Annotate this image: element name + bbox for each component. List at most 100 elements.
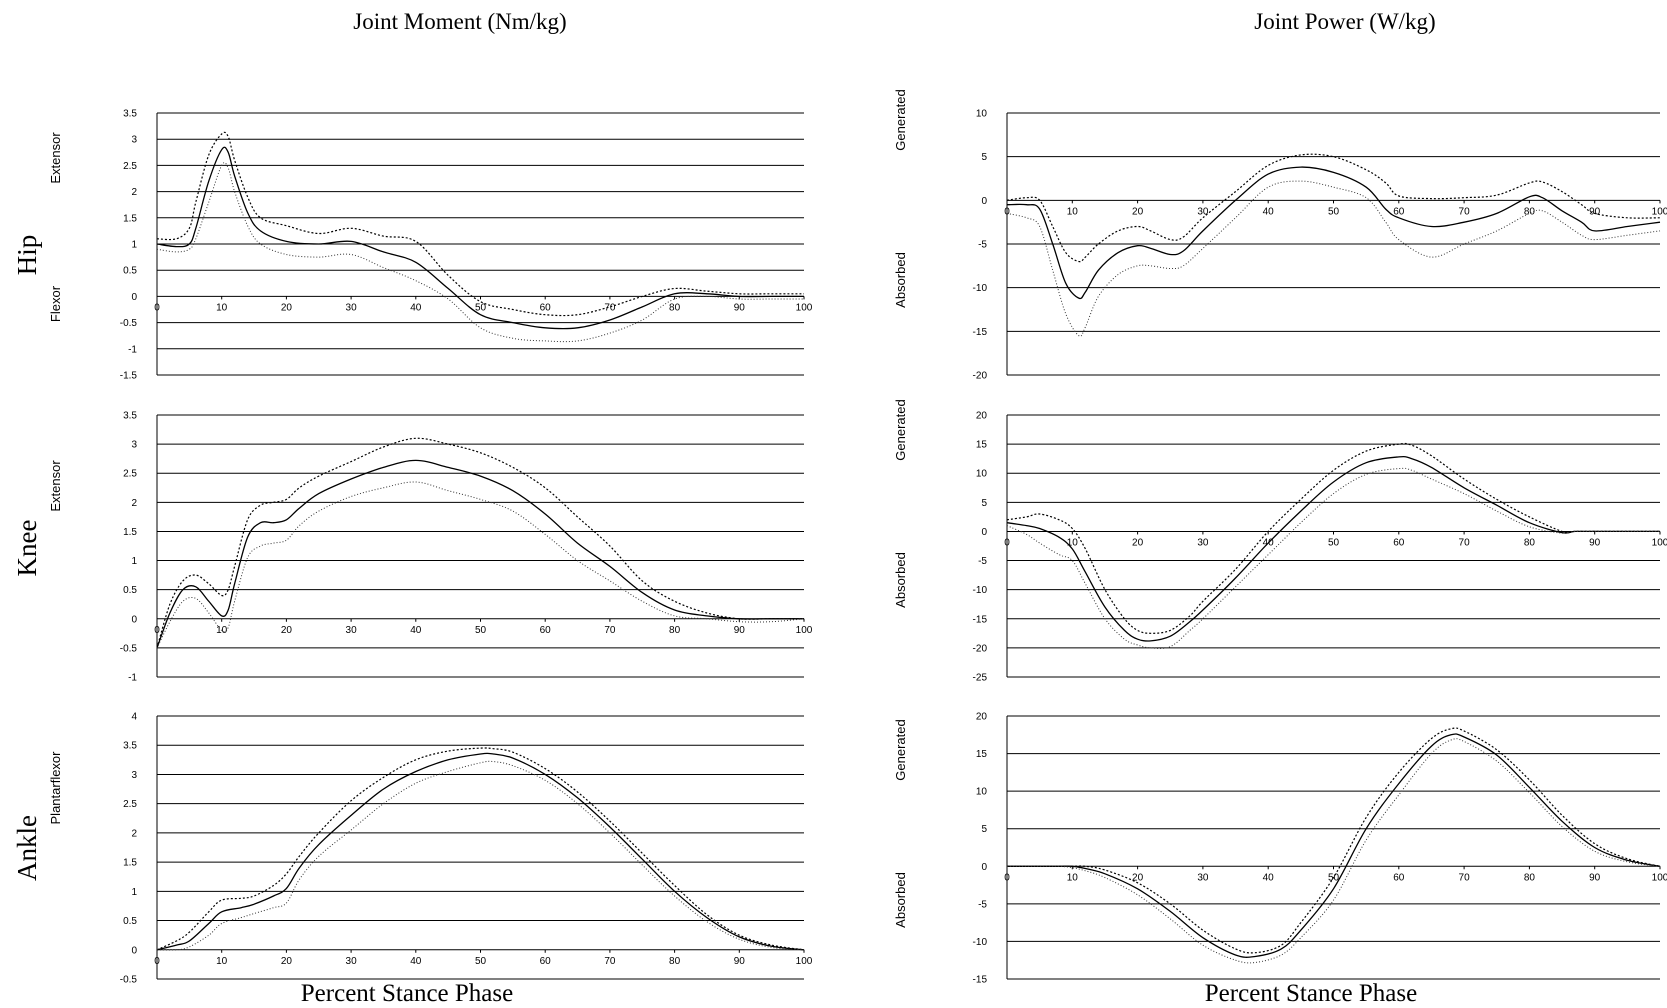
power-column-title: Joint Power (W/kg) xyxy=(1254,9,1435,34)
x-tick-label: 90 xyxy=(1589,872,1601,883)
y-tick-label: 1 xyxy=(131,887,137,898)
y-tick-label: 20 xyxy=(976,411,988,422)
lower-direction-label: Absorbed xyxy=(893,552,908,608)
x-tick-label: 20 xyxy=(281,302,293,313)
x-tick-label: 80 xyxy=(1524,537,1536,548)
y-tick-label: 2 xyxy=(131,498,137,509)
y-tick-label: -0.5 xyxy=(120,318,138,329)
x-tick-label: 80 xyxy=(1524,206,1536,217)
y-tick-label: -15 xyxy=(973,614,988,625)
x-tick-label: 50 xyxy=(1328,206,1340,217)
y-tick-label: -20 xyxy=(973,643,988,654)
x-tick-label: 10 xyxy=(1067,537,1079,548)
y-tick-label: 10 xyxy=(976,787,988,798)
x-tick-label: 10 xyxy=(1067,206,1079,217)
y-tick-label: 10 xyxy=(976,109,988,120)
x-tick-label: 40 xyxy=(410,956,422,967)
y-tick-label: 15 xyxy=(976,440,988,451)
x-tick-label: 20 xyxy=(1132,872,1144,883)
chart-panels: 3.532.521.510.50-0.5-1-1.50 10 20 30 40 50 60 7… xyxy=(48,89,1667,985)
power-x-axis-label: Percent Stance Phase xyxy=(1205,980,1417,1007)
y-tick-label: 2 xyxy=(131,187,137,198)
upper-direction-label: Generated xyxy=(893,399,908,460)
moment-x-axis-label: Percent Stance Phase xyxy=(301,980,513,1007)
x-tick-label: 10 xyxy=(216,302,228,313)
y-tick-label: -20 xyxy=(973,371,988,382)
upper-band-line xyxy=(156,131,804,317)
x-tick-label: 0 xyxy=(154,302,160,313)
y-tick-label: 0 xyxy=(131,614,137,625)
y-tick-label: -15 xyxy=(973,327,988,338)
mean-line xyxy=(1006,166,1661,300)
y-tick-label: -5 xyxy=(978,240,987,251)
x-tick-label: 30 xyxy=(346,625,358,636)
y-tick-label: 2.5 xyxy=(123,469,137,480)
x-tick-label: 60 xyxy=(1393,206,1405,217)
lower-band-line xyxy=(156,162,804,343)
x-tick-label: 30 xyxy=(346,302,358,313)
x-tick-label: 90 xyxy=(1589,537,1601,548)
ankle-moment-chart: 4 3.5 3 2.5 2 1.5 1 0.5 0 -0.5 0 10 20 30 40 50 60 70 80 90… xyxy=(48,712,813,986)
x-tick-label: 60 xyxy=(1393,537,1405,548)
x-tick-label: 70 xyxy=(604,302,616,313)
y-tick-label: 5 xyxy=(981,824,987,835)
y-tick-label: 15 xyxy=(976,749,988,760)
y-tick-label: -15 xyxy=(973,975,988,986)
lower-direction-label: Absorbed xyxy=(893,872,908,928)
x-tick-label: 0 xyxy=(1004,206,1010,217)
mean-line xyxy=(156,459,804,649)
x-tick-label: 100 xyxy=(796,302,813,313)
y-tick-label: 0 xyxy=(131,945,137,956)
y-tick-label: -1.5 xyxy=(120,371,138,382)
joint-label-hip: Hip xyxy=(12,235,42,276)
x-tick-label: 0 xyxy=(154,956,160,967)
upper-direction-label: Extensor xyxy=(48,460,63,512)
x-tick-label: 20 xyxy=(1132,537,1144,548)
y-tick-label: 4 xyxy=(131,712,137,723)
y-tick-label: -25 xyxy=(973,673,988,684)
y-tick-label: 2.5 xyxy=(123,799,137,810)
y-tick-label: 5 xyxy=(981,152,987,163)
y-tick-label: 20 xyxy=(976,712,988,723)
y-tick-label: -5 xyxy=(978,899,987,910)
y-tick-label: 5 xyxy=(981,498,987,509)
lower-band-line xyxy=(156,760,805,951)
x-tick-label: 100 xyxy=(1652,206,1667,217)
upper-band-line xyxy=(1006,153,1661,263)
y-tick-label: 2.5 xyxy=(123,161,137,172)
y-tick-label: 2 xyxy=(131,828,137,839)
x-tick-label: 80 xyxy=(669,625,681,636)
upper-band-line xyxy=(156,747,805,951)
lower-direction-label: Absorbed xyxy=(893,252,908,308)
x-tick-label: 50 xyxy=(475,625,487,636)
y-tick-label: 3 xyxy=(131,135,137,146)
mean-line xyxy=(1007,733,1661,958)
x-tick-label: 90 xyxy=(734,625,746,636)
hip-moment-chart: 3.5 3 2.5 2 1.5 1 0.5 0 -0.5 -1 -1.5 0 10 20 30 40 50 60 7… xyxy=(48,109,813,382)
x-tick-label: 30 xyxy=(346,956,358,967)
y-tick-label: 1 xyxy=(131,556,137,567)
x-tick-label: 100 xyxy=(1652,537,1667,548)
upper-band-line xyxy=(1007,727,1661,954)
y-tick-label: 0 xyxy=(981,862,987,873)
y-tick-label: -0.5 xyxy=(120,975,138,986)
y-tick-label: -1 xyxy=(128,673,137,684)
x-tick-label: 20 xyxy=(1132,206,1144,217)
y-tick-label: -5 xyxy=(978,556,987,567)
x-tick-label: 80 xyxy=(669,956,681,967)
mean-line xyxy=(1006,455,1660,642)
x-tick-label: 50 xyxy=(1328,537,1340,548)
knee-moment-chart: 3.532.521.510.50-0.5-10 10 20 30 40 50 60 70 80 9… xyxy=(48,411,813,684)
x-tick-label: 40 xyxy=(1263,206,1275,217)
y-tick-label: 10 xyxy=(976,469,988,480)
y-tick-label: 0.5 xyxy=(123,916,137,927)
upper-direction-label: Generated xyxy=(893,89,908,150)
y-tick-label: -10 xyxy=(973,937,988,948)
upper-band-line xyxy=(156,437,804,649)
x-tick-label: 90 xyxy=(734,956,746,967)
x-tick-label: 40 xyxy=(410,625,422,636)
lower-direction-label: Flexor xyxy=(48,285,63,322)
x-tick-label: 10 xyxy=(1067,872,1079,883)
